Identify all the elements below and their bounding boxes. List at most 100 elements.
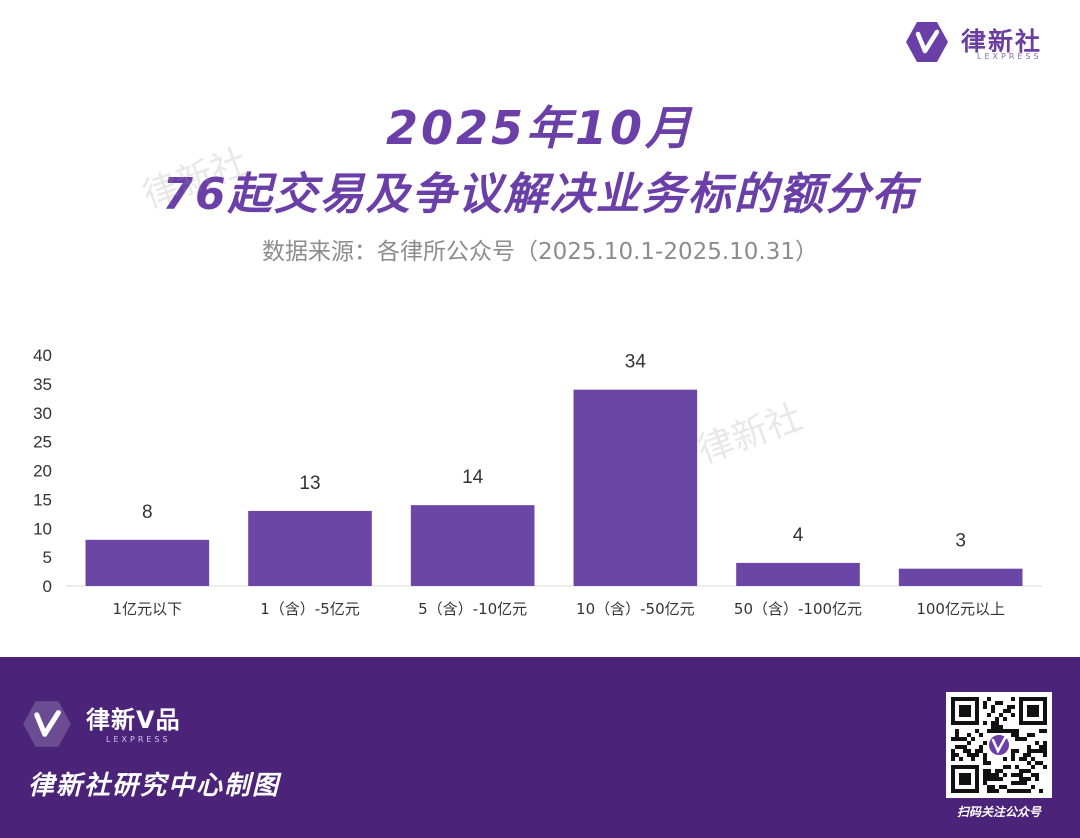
qr-module bbox=[991, 725, 995, 729]
qr-module bbox=[1023, 753, 1027, 757]
qr-module bbox=[987, 773, 991, 777]
qr-code[interactable] bbox=[946, 692, 1052, 798]
qr-module bbox=[955, 733, 959, 737]
qr-module bbox=[995, 773, 999, 777]
x-tick-label: 100亿元以上 bbox=[916, 600, 1005, 618]
qr-module bbox=[967, 733, 971, 737]
qr-module bbox=[999, 729, 1003, 733]
qr-module bbox=[1043, 765, 1047, 769]
qr-module bbox=[991, 785, 995, 789]
lexpress-v-logo-icon bbox=[23, 701, 71, 747]
qr-module bbox=[995, 777, 999, 781]
qr-module bbox=[1015, 749, 1019, 753]
qr-module bbox=[951, 737, 955, 741]
qr-center-logo-icon bbox=[987, 733, 1011, 757]
qr-module bbox=[1043, 741, 1047, 745]
qr-module bbox=[975, 753, 979, 757]
qr-module bbox=[967, 753, 971, 757]
data-label: 13 bbox=[299, 473, 320, 494]
y-tick-label: 35 bbox=[33, 375, 52, 394]
bar bbox=[898, 568, 1023, 586]
y-tick-label: 5 bbox=[43, 548, 52, 567]
data-label: 14 bbox=[462, 467, 484, 488]
qr-module bbox=[1019, 789, 1023, 793]
qr-module bbox=[1035, 741, 1039, 745]
y-tick-label: 15 bbox=[33, 490, 52, 509]
qr-module bbox=[1043, 749, 1047, 753]
qr-module bbox=[995, 701, 999, 705]
qr-module bbox=[1027, 789, 1031, 793]
qr-module bbox=[955, 745, 959, 749]
qr-module bbox=[1015, 733, 1019, 737]
qr-module bbox=[1035, 749, 1039, 753]
qr-module bbox=[999, 725, 1003, 729]
data-label: 4 bbox=[793, 525, 804, 546]
x-tick-label: 5（含）-10亿元 bbox=[418, 600, 527, 618]
qr-module bbox=[951, 749, 955, 753]
qr-module bbox=[1003, 709, 1007, 713]
x-tick-label: 1（含）-5亿元 bbox=[260, 600, 360, 618]
footer-brand-sub: LEXPRESS bbox=[106, 735, 171, 744]
bar bbox=[248, 510, 372, 586]
qr-center-logo-icon bbox=[991, 736, 1007, 754]
qr-module bbox=[983, 761, 987, 765]
qr-module bbox=[1039, 729, 1043, 733]
bar bbox=[410, 505, 535, 586]
qr-module bbox=[983, 777, 987, 781]
qr-module bbox=[1023, 737, 1027, 741]
qr-module bbox=[995, 769, 999, 773]
qr-module bbox=[1011, 773, 1015, 777]
qr-module bbox=[951, 753, 955, 757]
qr-module bbox=[967, 741, 971, 745]
brand-logo-top: 律新社 LEXPRESS bbox=[905, 20, 1055, 65]
qr-module bbox=[971, 753, 975, 757]
qr-module bbox=[975, 749, 979, 753]
qr-module bbox=[1031, 733, 1035, 737]
x-tick-label: 50（含）-100亿元 bbox=[734, 600, 862, 618]
qr-module bbox=[999, 785, 1003, 789]
qr-module bbox=[1015, 773, 1019, 777]
qr-module bbox=[983, 701, 987, 705]
brand-name: 律新社 bbox=[961, 27, 1043, 56]
qr-module bbox=[1007, 789, 1011, 793]
qr-module bbox=[1003, 729, 1007, 733]
qr-module bbox=[1015, 789, 1019, 793]
chart-title-line2: 76起交易及争议解决业务标的额分布 bbox=[162, 169, 918, 220]
qr-module bbox=[1007, 705, 1011, 709]
qr-module bbox=[995, 729, 999, 733]
qr-module bbox=[955, 729, 959, 733]
qr-module bbox=[1039, 789, 1043, 793]
qr-module bbox=[967, 749, 971, 753]
qr-module bbox=[1027, 733, 1031, 737]
x-tick-label: 1亿元以下 bbox=[113, 600, 183, 618]
qr-module bbox=[1015, 729, 1019, 733]
qr-module bbox=[1031, 757, 1035, 761]
qr-module bbox=[991, 709, 995, 713]
y-tick-label: 40 bbox=[33, 346, 52, 365]
qr-module bbox=[1015, 781, 1019, 785]
qr-module bbox=[1043, 745, 1047, 749]
x-tick-label: 10（含）-50亿元 bbox=[576, 600, 695, 618]
qr-module bbox=[999, 713, 1003, 717]
qr-module bbox=[1023, 789, 1027, 793]
y-tick-label: 20 bbox=[33, 462, 52, 481]
data-source: 数据来源：各律所公众号（2025.10.1-2025.10.31） bbox=[261, 239, 819, 265]
qr-module bbox=[987, 789, 991, 793]
data-label: 8 bbox=[142, 502, 153, 523]
qr-module bbox=[983, 769, 987, 773]
qr-module bbox=[995, 789, 999, 793]
y-tick-label: 25 bbox=[33, 433, 52, 452]
qr-module bbox=[971, 757, 975, 761]
y-tick-label: 30 bbox=[33, 404, 52, 423]
data-label: 3 bbox=[955, 531, 966, 552]
qr-module bbox=[1007, 729, 1011, 733]
qr-module bbox=[955, 737, 959, 741]
brand-sub: LEXPRESS bbox=[977, 52, 1042, 61]
qr-module bbox=[1023, 777, 1027, 781]
qr-module bbox=[1019, 737, 1023, 741]
qr-module bbox=[963, 737, 967, 741]
qr-module bbox=[987, 785, 991, 789]
qr-module bbox=[1027, 753, 1031, 757]
qr-module bbox=[979, 733, 983, 737]
qr-module bbox=[1027, 769, 1031, 773]
